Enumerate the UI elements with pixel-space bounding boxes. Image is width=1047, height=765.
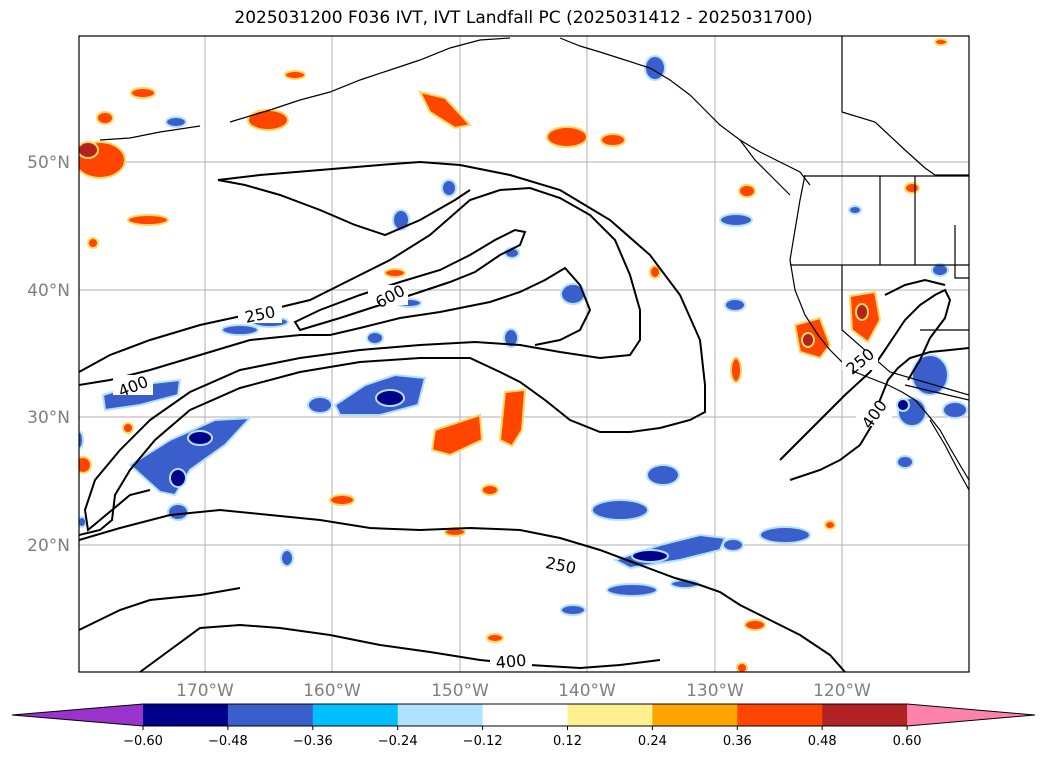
- lon-label: 140°W: [558, 681, 616, 701]
- positive-ivt-shading: [79, 38, 948, 672]
- negative-ivt-shading: [79, 55, 968, 616]
- map-area: [79, 36, 969, 672]
- colorbar-segment: [567, 704, 653, 726]
- latitude-labels: 50°N 40°N 30°N 20°N: [27, 153, 70, 556]
- colorbar-tick-label: 0.60: [893, 734, 922, 749]
- contour-label: 400: [495, 651, 527, 673]
- lon-label: 170°W: [176, 681, 234, 701]
- colorbar-tick-label: −0.48: [208, 734, 248, 749]
- colorbar-tick-label: −0.12: [463, 734, 503, 749]
- colorbar-segment: [227, 704, 314, 726]
- colorbar-segment: [822, 704, 908, 726]
- colorbar-extension-low: [12, 704, 143, 726]
- map-frame: [78, 35, 970, 673]
- lat-label: 30°N: [27, 408, 70, 428]
- lat-label: 40°N: [27, 281, 70, 301]
- colorbar-segment: [482, 704, 568, 726]
- map-title: 2025031200 F036 IVT, IVT Landfall PC (20…: [234, 8, 813, 28]
- colorbar-segment: [143, 704, 229, 726]
- coastlines: [99, 36, 969, 491]
- colorbar-tick-label: 0.12: [553, 734, 582, 749]
- longitude-labels: 170°W 160°W 150°W 140°W 130°W 120°W: [176, 681, 871, 701]
- lat-label: 50°N: [27, 153, 70, 173]
- lon-label: 130°W: [686, 681, 744, 701]
- colorbar-tick-label: −0.60: [123, 734, 163, 749]
- lon-label: 150°W: [431, 681, 489, 701]
- colorbar-segment: [397, 704, 484, 726]
- colorbar-tick-label: 0.48: [808, 734, 837, 749]
- lon-label: 120°W: [813, 681, 871, 701]
- colorbar-segment: [737, 704, 823, 726]
- colorbar-tick-label: 0.24: [638, 734, 667, 749]
- colorbar-segment: [312, 704, 399, 726]
- colorbar-tick-label: 0.36: [723, 734, 752, 749]
- colorbar-tick-label: −0.36: [293, 734, 333, 749]
- colorbar-extension-high: [907, 704, 1035, 726]
- lon-label: 160°W: [303, 681, 361, 701]
- colorbar-segment: [652, 704, 738, 726]
- colorbar-tick-label: −0.24: [378, 734, 418, 749]
- lat-label: 20°N: [27, 536, 70, 556]
- colorbar: −0.60 −0.48 −0.36 −0.24 −0.12 0.12 0.24 0.36 0.4…: [11, 703, 1036, 749]
- ivt-contours: [79, 160, 969, 672]
